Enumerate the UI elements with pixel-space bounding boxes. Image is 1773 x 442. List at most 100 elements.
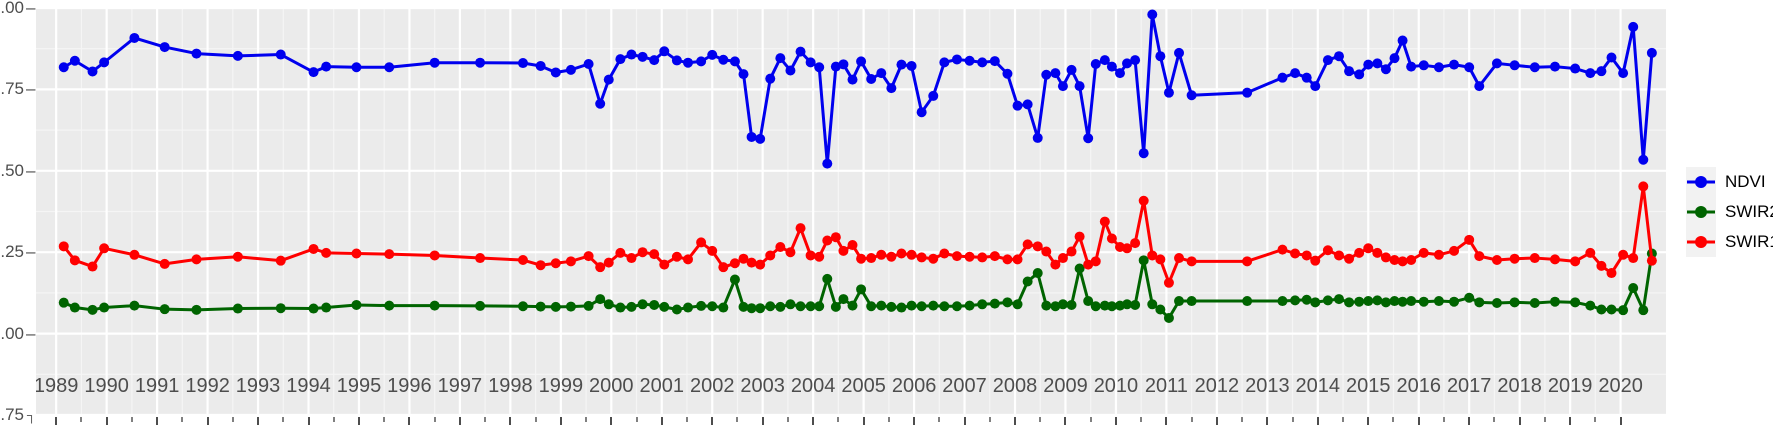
data-point [550, 67, 561, 78]
data-point [275, 255, 286, 266]
data-point [822, 158, 833, 169]
x-tick-label: 2015 [1346, 375, 1391, 397]
legend-item-swir1[interactable]: SWIR1 [1686, 226, 1773, 257]
data-point [718, 302, 729, 313]
data-point [603, 74, 614, 85]
x-tick-label: 1999 [538, 375, 584, 397]
x-tick-mark [1215, 417, 1218, 425]
data-point [1354, 69, 1365, 80]
data-point [1090, 59, 1101, 69]
data-point [964, 55, 975, 66]
data-point [1242, 256, 1253, 267]
data-point [1163, 87, 1174, 98]
data-point [939, 301, 950, 312]
x-minor-tick-mark [231, 417, 234, 422]
x-minor-tick-mark [685, 417, 688, 422]
x-minor-tick-mark [938, 417, 941, 422]
x-tick-mark [55, 417, 58, 425]
data-point [1646, 255, 1657, 266]
data-point [321, 61, 332, 72]
data-point [738, 253, 749, 264]
data-point [830, 232, 841, 243]
data-point [671, 55, 682, 66]
legend-item-ndvi[interactable]: NDVI [1686, 166, 1773, 197]
data-point [595, 294, 606, 305]
x-tick-mark [1114, 417, 1117, 425]
data-point [626, 49, 637, 60]
data-point [755, 133, 766, 144]
data-point [384, 300, 395, 311]
x-minor-tick-mark [1241, 417, 1244, 422]
data-point [847, 300, 858, 311]
data-point [565, 64, 576, 75]
data-point [1022, 239, 1033, 250]
data-point [838, 245, 849, 256]
data-point [1083, 259, 1094, 270]
x-minor-tick-mark [736, 417, 739, 422]
data-point [429, 250, 440, 261]
data-point [1057, 81, 1068, 92]
x-tick-label: 2018 [1497, 375, 1542, 397]
data-point [886, 251, 897, 262]
data-point [1397, 256, 1408, 267]
data-point [1464, 234, 1475, 245]
data-point [535, 301, 546, 312]
data-point [1130, 238, 1141, 249]
legend-key-swatch [1686, 166, 1716, 197]
data-point [1147, 250, 1158, 261]
x-minor-tick-mark [181, 417, 184, 422]
data-point [1464, 62, 1475, 73]
data-point [1186, 90, 1197, 101]
data-point [1606, 268, 1617, 279]
data-point [1389, 255, 1400, 266]
data-point [1618, 305, 1629, 316]
data-point [1389, 53, 1400, 64]
data-point [1041, 69, 1052, 80]
data-point [876, 300, 887, 311]
data-point [1163, 312, 1174, 323]
data-point [1301, 72, 1312, 83]
data-point [1363, 59, 1374, 70]
data-point [1155, 254, 1166, 265]
data-point [275, 49, 286, 60]
data-point [1322, 55, 1333, 66]
data-point [1570, 63, 1581, 74]
x-minor-tick-mark [433, 417, 436, 422]
data-point [847, 74, 858, 85]
data-point [1186, 296, 1197, 307]
x-tick-label: 2006 [891, 375, 937, 397]
data-point [1363, 296, 1374, 307]
data-point [308, 303, 319, 314]
legend-item-swir2[interactable]: SWIR2 [1686, 196, 1773, 227]
data-point [896, 248, 907, 259]
x-tick-label: 2005 [841, 375, 886, 397]
data-point [977, 299, 988, 310]
x-tick-label: 2008 [992, 375, 1038, 397]
data-point [583, 59, 594, 69]
data-point [626, 301, 637, 312]
data-point [1372, 295, 1383, 306]
data-point [696, 237, 707, 248]
data-point [906, 60, 917, 71]
data-point [1344, 253, 1355, 264]
data-point [1290, 295, 1301, 306]
data-point [129, 300, 140, 311]
x-minor-tick-mark [1089, 417, 1092, 422]
x-tick-mark [105, 417, 108, 425]
grid-layer [36, 8, 1666, 415]
x-tick-mark [1316, 417, 1319, 425]
data-point [429, 300, 440, 311]
data-point [738, 301, 749, 312]
data-point [1449, 245, 1460, 256]
data-point [765, 250, 776, 261]
series-line [63, 13, 1654, 166]
data-point [1596, 304, 1607, 315]
data-point [951, 54, 962, 65]
x-tick-label: 2002 [689, 375, 735, 397]
data-point [1397, 296, 1408, 307]
data-point [550, 258, 561, 269]
data-point [1570, 256, 1581, 267]
data-point [1380, 64, 1391, 75]
x-tick-mark [458, 417, 461, 425]
data-point [1032, 268, 1043, 279]
